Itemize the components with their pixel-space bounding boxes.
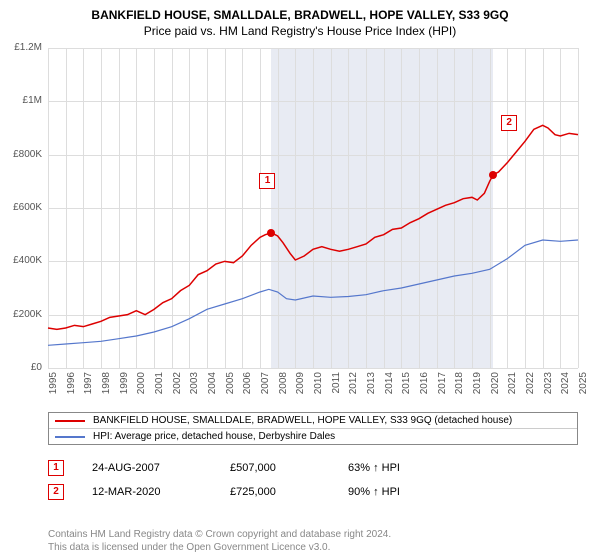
- y-tick-label: £1.2M: [0, 42, 42, 53]
- footer-line: This data is licensed under the Open Gov…: [48, 541, 391, 554]
- x-tick-label: 2018: [454, 372, 465, 412]
- x-tick-label: 2025: [578, 372, 589, 412]
- line-chart-svg: [48, 48, 578, 368]
- x-tick-label: 2001: [154, 372, 165, 412]
- sale-marker-icon: 1: [48, 460, 64, 476]
- legend-label: BANKFIELD HOUSE, SMALLDALE, BRADWELL, HO…: [93, 415, 512, 426]
- sales-table: 1 24-AUG-2007 £507,000 63% ↑ HPI 2 12-MAR-202…: [48, 456, 578, 504]
- y-tick-label: £1M: [0, 95, 42, 106]
- x-tick-label: 2002: [172, 372, 183, 412]
- y-tick-label: £200K: [0, 309, 42, 320]
- x-tick-label: 2014: [384, 372, 395, 412]
- series-property: [48, 125, 578, 329]
- sale-date: 12-MAR-2020: [92, 486, 202, 498]
- x-tick-label: 2017: [437, 372, 448, 412]
- sale-pct: 90% ↑ HPI: [348, 486, 400, 498]
- sale-price: £507,000: [230, 462, 320, 474]
- x-tick-label: 1998: [101, 372, 112, 412]
- sale-date: 24-AUG-2007: [92, 462, 202, 474]
- x-tick-label: 2004: [207, 372, 218, 412]
- chart-container: BANKFIELD HOUSE, SMALLDALE, BRADWELL, HO…: [0, 0, 600, 560]
- footer-attribution: Contains HM Land Registry data © Crown c…: [48, 528, 391, 554]
- x-tick-label: 2020: [490, 372, 501, 412]
- legend-row: BANKFIELD HOUSE, SMALLDALE, BRADWELL, HO…: [49, 413, 577, 429]
- x-tick-label: 2021: [507, 372, 518, 412]
- x-tick-label: 2015: [401, 372, 412, 412]
- x-tick-label: 2006: [242, 372, 253, 412]
- gridline-v: [578, 48, 579, 368]
- x-tick-label: 2003: [189, 372, 200, 412]
- x-tick-label: 2023: [543, 372, 554, 412]
- x-tick-label: 2010: [313, 372, 324, 412]
- y-tick-label: £800K: [0, 149, 42, 160]
- x-tick-label: 2013: [366, 372, 377, 412]
- x-tick-label: 2005: [225, 372, 236, 412]
- sale-price: £725,000: [230, 486, 320, 498]
- x-tick-label: 2011: [331, 372, 342, 412]
- x-tick-label: 2016: [419, 372, 430, 412]
- y-tick-label: £600K: [0, 202, 42, 213]
- sale-row: 2 12-MAR-2020 £725,000 90% ↑ HPI: [48, 480, 578, 504]
- x-tick-label: 2000: [136, 372, 147, 412]
- y-tick-label: £400K: [0, 255, 42, 266]
- x-tick-label: 2024: [560, 372, 571, 412]
- x-tick-label: 2019: [472, 372, 483, 412]
- x-tick-label: 1996: [66, 372, 77, 412]
- x-tick-label: 1999: [119, 372, 130, 412]
- x-tick-label: 2012: [348, 372, 359, 412]
- series-hpi: [48, 240, 578, 345]
- x-tick-label: 1997: [83, 372, 94, 412]
- y-tick-label: £0: [0, 362, 42, 373]
- x-tick-label: 2007: [260, 372, 271, 412]
- sale-row: 1 24-AUG-2007 £507,000 63% ↑ HPI: [48, 456, 578, 480]
- chart-title: BANKFIELD HOUSE, SMALLDALE, BRADWELL, HO…: [0, 0, 600, 22]
- legend-label: HPI: Average price, detached house, Derb…: [93, 431, 335, 442]
- sale-marker-icon: 2: [48, 484, 64, 500]
- x-tick-label: 2008: [278, 372, 289, 412]
- x-tick-label: 2022: [525, 372, 536, 412]
- sale-pct: 63% ↑ HPI: [348, 462, 400, 474]
- legend-swatch: [55, 420, 85, 422]
- gridline-h: [48, 368, 578, 369]
- legend: BANKFIELD HOUSE, SMALLDALE, BRADWELL, HO…: [48, 412, 578, 445]
- legend-row: HPI: Average price, detached house, Derb…: [49, 429, 577, 444]
- legend-swatch: [55, 436, 85, 438]
- x-tick-label: 2009: [295, 372, 306, 412]
- plot-area: £0£200K£400K£600K£800K£1M£1.2M1995199619…: [48, 48, 578, 368]
- chart-subtitle: Price paid vs. HM Land Registry's House …: [0, 22, 600, 42]
- x-tick-label: 1995: [48, 372, 59, 412]
- footer-line: Contains HM Land Registry data © Crown c…: [48, 528, 391, 541]
